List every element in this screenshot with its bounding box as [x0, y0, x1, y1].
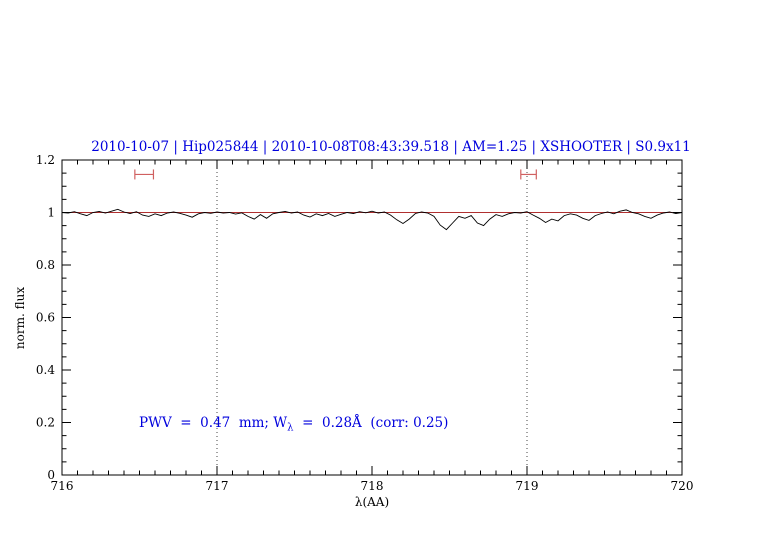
y-tick-label: 0.6 [36, 311, 55, 325]
pwv-annotation-suffix: = 0.28Å (corr: 0.25) [293, 415, 449, 431]
plot-title: 2010-10-07 | Hip025844 | 2010-10-08T08:4… [91, 139, 691, 155]
x-tick-label: 719 [516, 479, 539, 493]
y-tick-label: 0 [47, 468, 55, 482]
pwv-annotation-prefix: PWV = 0.47 mm; W [139, 415, 288, 431]
y-tick-label: 0.2 [36, 416, 55, 430]
y-tick-label: 0.8 [36, 258, 55, 272]
plot-frame [61, 159, 683, 476]
y-tick-label: 1 [47, 206, 55, 220]
x-tick-label: 718 [361, 479, 384, 493]
x-tick-label: 717 [206, 479, 229, 493]
x-tick-label: 716 [51, 479, 74, 493]
spectrum-line [61, 208, 683, 231]
pwv-annotation: PWV = 0.47 mm; Wλ = 0.28Å (corr: 0.25) [139, 415, 448, 434]
x-axis-label: λ(AA) [354, 495, 390, 509]
y-tick-label: 1.2 [36, 153, 55, 167]
y-tick-label: 0.4 [36, 363, 55, 377]
x-tick-label: 720 [671, 479, 694, 493]
pwv-annotation-lambda-sub: λ [287, 422, 294, 434]
